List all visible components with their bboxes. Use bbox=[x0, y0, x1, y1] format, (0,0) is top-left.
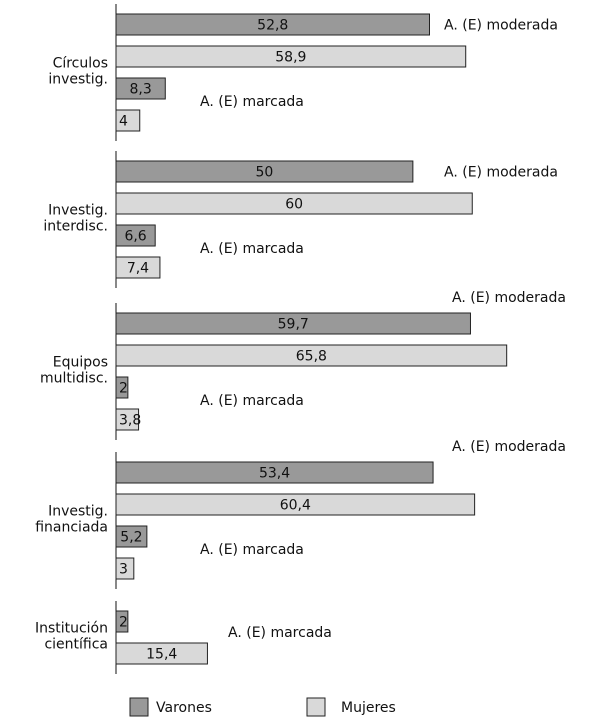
value-label: 58,9 bbox=[275, 50, 306, 66]
group-label: Investig. bbox=[48, 504, 108, 520]
annotation: A. (E) marcada bbox=[200, 241, 304, 257]
value-label: 60 bbox=[285, 197, 303, 213]
group-label: Círculos bbox=[53, 56, 108, 72]
value-label: 8,3 bbox=[130, 82, 152, 98]
annotation: A. (E) moderada bbox=[452, 290, 566, 306]
group-label: Equipos bbox=[53, 355, 108, 371]
group-label: financiada bbox=[35, 520, 108, 536]
value-label: 2 bbox=[119, 381, 128, 397]
annotation: A. (E) marcada bbox=[200, 542, 304, 558]
annotation: A. (E) marcada bbox=[228, 625, 332, 641]
legend-swatch bbox=[307, 698, 325, 716]
group-label: científica bbox=[44, 637, 108, 653]
value-label: 15,4 bbox=[146, 647, 177, 663]
group-label: investig. bbox=[48, 72, 108, 88]
value-label: 60,4 bbox=[280, 498, 311, 514]
legend-label: Mujeres bbox=[341, 700, 396, 716]
value-label: 52,8 bbox=[257, 18, 288, 34]
legend-label: Varones bbox=[156, 700, 212, 716]
value-label: 50 bbox=[256, 165, 274, 181]
group-label: Investig. bbox=[48, 203, 108, 219]
value-label: 6,6 bbox=[124, 229, 146, 245]
annotation: A. (E) marcada bbox=[200, 393, 304, 409]
value-label: 3,8 bbox=[119, 413, 141, 429]
value-label: 5,2 bbox=[120, 530, 142, 546]
group-label: interdisc. bbox=[43, 219, 108, 235]
value-label: 3 bbox=[119, 562, 128, 578]
value-label: 7,4 bbox=[127, 261, 149, 277]
value-label: 59,7 bbox=[278, 317, 309, 333]
annotation: A. (E) moderada bbox=[452, 439, 566, 455]
value-label: 53,4 bbox=[259, 466, 290, 482]
annotation: A. (E) moderada bbox=[444, 165, 558, 181]
group-label: multidisc. bbox=[40, 371, 108, 387]
value-label: 4 bbox=[119, 114, 128, 130]
group-label: Institución bbox=[35, 621, 108, 637]
legend-swatch bbox=[130, 698, 148, 716]
value-label: 2 bbox=[119, 615, 128, 631]
annotation: A. (E) moderada bbox=[444, 18, 558, 34]
annotation: A. (E) marcada bbox=[200, 94, 304, 110]
value-label: 65,8 bbox=[296, 349, 327, 365]
